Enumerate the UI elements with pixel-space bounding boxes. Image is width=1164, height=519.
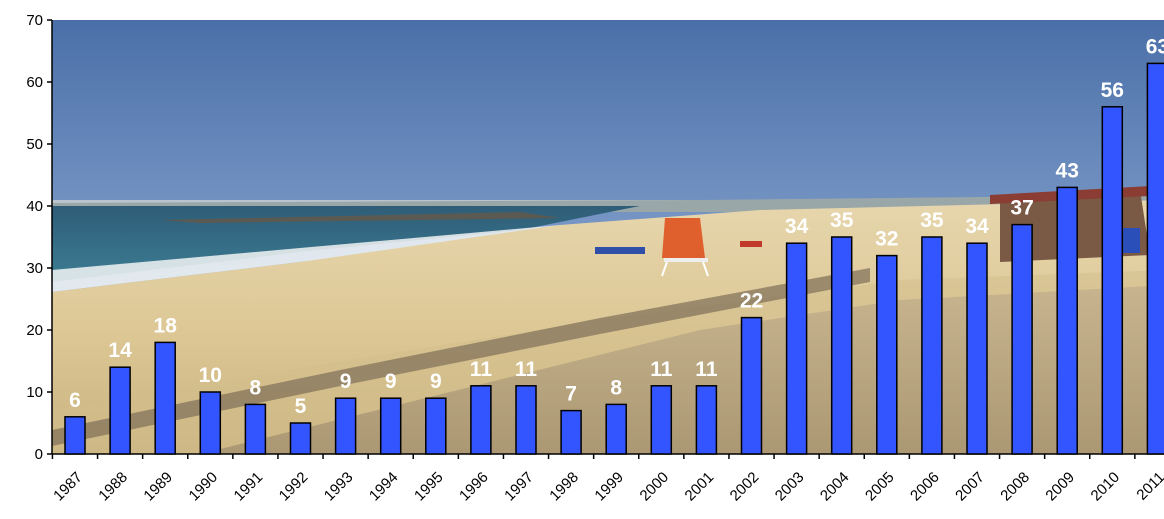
data-label-1993: 9 bbox=[340, 370, 352, 393]
y-tick-label: 50 bbox=[26, 136, 43, 153]
data-label-2000: 11 bbox=[650, 358, 673, 381]
data-label-2001: 11 bbox=[695, 358, 718, 381]
x-tick-label-1989: 1989 bbox=[140, 469, 176, 505]
bar-2003 bbox=[785, 242, 808, 455]
data-labels: 6 14 18 10 8 5 9 9 9 11 11 7 8 11 11 22 34 35 32 35 34 37 43 56… bbox=[69, 35, 1164, 418]
data-label-1988: 14 bbox=[108, 339, 132, 362]
bar-1990 bbox=[199, 391, 222, 455]
bar-2004 bbox=[830, 236, 853, 455]
x-tick-label-2009: 2009 bbox=[1042, 469, 1078, 505]
data-label-2003: 34 bbox=[785, 215, 809, 238]
x-tick-label-2004: 2004 bbox=[817, 469, 853, 505]
bar-2009 bbox=[1056, 186, 1078, 455]
y-tick-label: 70 bbox=[26, 12, 43, 29]
bar-1994 bbox=[379, 397, 402, 455]
bar-series bbox=[64, 62, 1164, 455]
data-label-1990: 10 bbox=[199, 364, 222, 387]
bar-1995 bbox=[425, 397, 447, 455]
data-label-2010: 56 bbox=[1101, 79, 1124, 102]
data-label-2006: 35 bbox=[920, 209, 944, 232]
x-tick-label-1991: 1991 bbox=[231, 469, 267, 505]
x-tick-label-2003: 2003 bbox=[772, 469, 808, 505]
y-tick-label: 40 bbox=[26, 198, 43, 215]
bar-2000 bbox=[650, 385, 673, 455]
x-axis-ticks: 1987 1988 1989 1990 1991 1992 1993 1994 1995 1996… bbox=[50, 454, 1164, 504]
y-tick-label: 20 bbox=[26, 322, 43, 339]
x-tick-label-2006: 2006 bbox=[907, 469, 943, 505]
data-label-2002: 22 bbox=[740, 290, 763, 313]
bar-2002 bbox=[740, 316, 763, 455]
data-label-2008: 37 bbox=[1010, 197, 1033, 220]
data-label-1987: 6 bbox=[69, 389, 81, 412]
x-tick-label-1993: 1993 bbox=[321, 469, 357, 505]
x-tick-label-2008: 2008 bbox=[997, 469, 1033, 505]
bar-1997 bbox=[515, 385, 537, 455]
x-tick-label-1992: 1992 bbox=[276, 469, 312, 505]
y-axis-ticks: 0 10 20 30 40 50 60 70 bbox=[26, 12, 52, 463]
bar-1998 bbox=[560, 409, 582, 455]
bar-2006 bbox=[921, 236, 943, 455]
bar-1991 bbox=[244, 403, 267, 455]
bar-1992 bbox=[289, 422, 312, 455]
data-label-2011: 63 bbox=[1146, 35, 1164, 58]
beach-photo-background bbox=[52, 20, 1164, 454]
data-label-1991: 8 bbox=[250, 376, 262, 399]
x-tick-label-1999: 1999 bbox=[591, 469, 627, 505]
bar-2011 bbox=[1146, 62, 1164, 455]
x-tick-label-1990: 1990 bbox=[186, 469, 222, 505]
data-label-1998: 7 bbox=[565, 383, 577, 406]
data-label-2007: 34 bbox=[965, 215, 989, 238]
bar-1993 bbox=[334, 397, 357, 455]
x-tick-label-2005: 2005 bbox=[862, 469, 898, 505]
data-label-2005: 32 bbox=[875, 228, 898, 251]
data-label-2009: 43 bbox=[1056, 159, 1079, 182]
x-tick-label-1995: 1995 bbox=[411, 469, 447, 505]
x-tick-label-2001: 2001 bbox=[682, 469, 718, 505]
bar-2001 bbox=[695, 385, 718, 455]
x-tick-label-2000: 2000 bbox=[637, 469, 673, 505]
bar-2010 bbox=[1101, 106, 1124, 455]
y-tick-label: 0 bbox=[35, 446, 43, 463]
y-tick-label: 10 bbox=[26, 384, 43, 401]
bar-2007 bbox=[966, 242, 988, 455]
bar-1989 bbox=[154, 341, 176, 455]
data-label-2004: 35 bbox=[830, 209, 854, 232]
y-tick-label: 60 bbox=[26, 74, 43, 91]
data-label-1989: 18 bbox=[154, 314, 178, 337]
bar-2008 bbox=[1011, 223, 1033, 455]
x-tick-label-2007: 2007 bbox=[952, 469, 988, 505]
x-tick-label-2010: 2010 bbox=[1088, 469, 1124, 505]
bar-1996 bbox=[470, 385, 492, 455]
bar-1988 bbox=[109, 366, 131, 455]
data-label-1994: 9 bbox=[385, 370, 397, 393]
data-label-1999: 8 bbox=[610, 376, 622, 399]
bar-2005 bbox=[876, 254, 898, 455]
x-tick-label-2002: 2002 bbox=[727, 469, 763, 505]
bar-1999 bbox=[605, 403, 627, 455]
data-label-1997: 11 bbox=[515, 358, 538, 381]
x-tick-label-1987: 1987 bbox=[50, 469, 86, 505]
x-tick-label-1994: 1994 bbox=[366, 469, 402, 505]
y-tick-label: 30 bbox=[26, 260, 43, 277]
x-tick-label-1998: 1998 bbox=[546, 469, 582, 505]
x-tick-label-1997: 1997 bbox=[501, 469, 537, 505]
x-tick-label-2011: 2011 bbox=[1133, 469, 1164, 504]
data-label-1995: 9 bbox=[430, 370, 442, 393]
bar-1987 bbox=[64, 416, 86, 455]
x-tick-label-1996: 1996 bbox=[456, 469, 492, 505]
x-tick-label-1988: 1988 bbox=[95, 469, 131, 505]
data-label-1992: 5 bbox=[295, 395, 307, 418]
data-label-1996: 11 bbox=[470, 358, 493, 381]
